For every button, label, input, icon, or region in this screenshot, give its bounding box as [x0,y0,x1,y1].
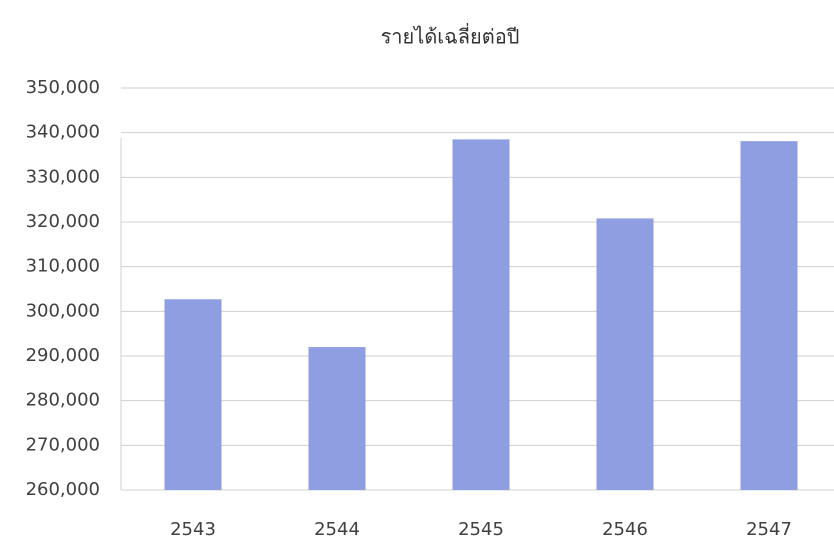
x-tick-label: 2544 [314,519,360,540]
x-tick-label: 2543 [170,519,216,540]
x-tick-label: 2546 [602,519,648,540]
y-tick-label: 310,000 [26,256,100,277]
bar [452,139,510,490]
bar [308,347,366,490]
y-tick-label: 270,000 [26,434,100,455]
x-tick-label: 2545 [458,519,504,540]
bar [596,218,654,490]
bar [740,141,798,491]
y-tick-label: 350,000 [26,77,100,98]
y-tick-label: 320,000 [26,211,100,232]
y-tick-label: 330,000 [26,166,100,187]
chart-title: รายได้เฉลี่ยต่อปี [381,23,520,49]
y-tick-label: 290,000 [26,345,100,366]
y-tick-label: 280,000 [26,390,100,411]
y-tick-label: 300,000 [26,300,100,321]
bar [164,299,222,490]
x-tick-label: 2547 [746,519,792,540]
y-tick-label: 260,000 [26,479,100,500]
y-tick-label: 340,000 [26,122,100,143]
